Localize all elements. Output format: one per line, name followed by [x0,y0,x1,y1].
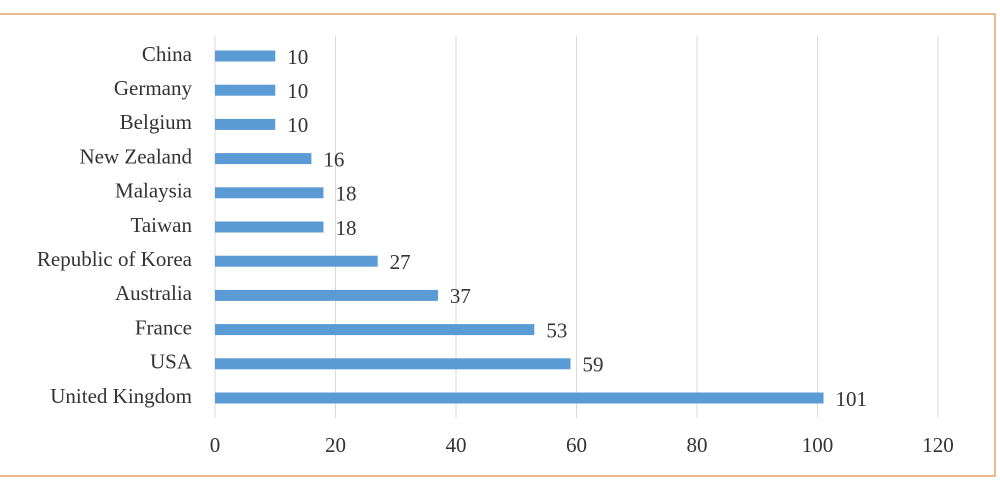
bar [215,221,324,233]
y-tick-label: New Zealand [79,144,192,168]
bar [215,118,276,130]
value-label: 10 [287,113,308,137]
y-tick-label: Republic of Korea [37,247,193,271]
y-tick-label: France [135,315,192,339]
value-label: 18 [335,182,356,206]
x-tick-label: 40 [446,433,467,457]
value-label: 53 [546,318,567,342]
y-tick-label: USA [150,350,193,374]
x-tick-label: 60 [566,433,587,457]
x-tick-label: 0 [210,433,221,457]
bar [215,187,324,199]
bar [215,84,276,96]
x-tick-label: 120 [922,433,954,457]
bar [215,358,571,370]
y-tick-label: Malaysia [115,179,193,203]
value-label: 18 [335,216,356,240]
y-tick-label: Belgium [120,110,192,134]
bar [215,255,378,267]
bar [215,153,312,165]
bar [215,50,276,62]
bar [215,324,535,336]
bar [215,289,438,301]
y-tick-label: Germany [114,76,193,100]
x-tick-label: 100 [802,433,834,457]
value-label: 101 [836,387,868,411]
value-label: 16 [323,147,344,171]
value-label: 37 [450,284,471,308]
x-tick-label: 20 [325,433,346,457]
y-tick-label: United Kingdom [50,384,192,408]
y-tick-label: China [142,42,193,66]
value-label: 59 [582,353,603,377]
value-label: 27 [390,250,411,274]
value-label: 10 [287,45,308,69]
y-tick-label: Taiwan [130,213,192,237]
y-tick-label: Australia [115,281,193,305]
x-tick-label: 80 [687,433,708,457]
bar [215,392,824,404]
value-label: 10 [287,79,308,103]
